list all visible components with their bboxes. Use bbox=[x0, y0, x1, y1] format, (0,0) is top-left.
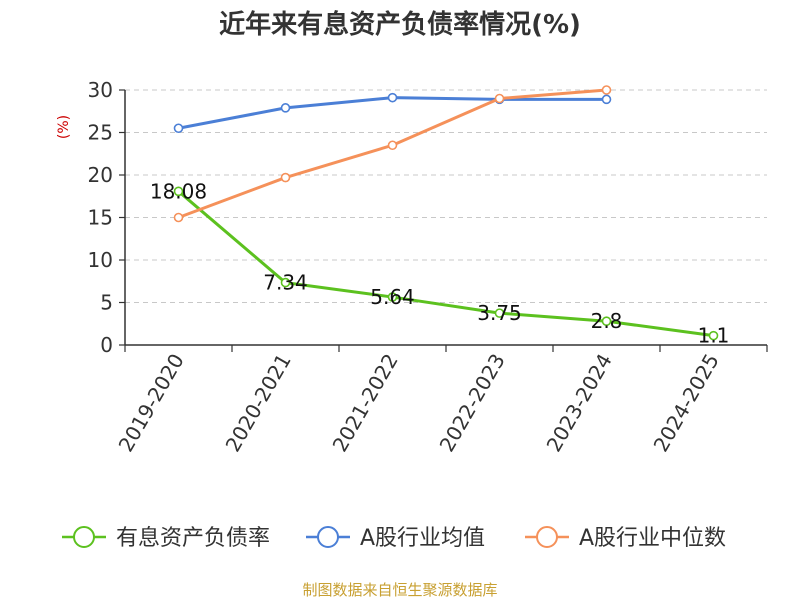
y-tick-label: 20 bbox=[88, 163, 113, 187]
series-point bbox=[601, 316, 612, 327]
x-tick-label: 2024-2025 bbox=[649, 350, 724, 456]
y-axis-label: (%) bbox=[56, 115, 72, 139]
series-point bbox=[280, 277, 291, 288]
series-point bbox=[601, 85, 612, 95]
chart-title: 近年来有息资产负债率情况(%) bbox=[219, 9, 581, 40]
source-note: 制图数据来自恒生聚源数据库 bbox=[302, 581, 497, 599]
series-point bbox=[708, 330, 719, 341]
data-label: 7.34 bbox=[263, 271, 308, 295]
y-tick-label: 0 bbox=[100, 333, 113, 357]
y-tick-label: 15 bbox=[88, 206, 113, 230]
y-tick-label: 25 bbox=[88, 121, 113, 145]
x-tick-label: 2020-2021 bbox=[221, 350, 296, 456]
legend-swatch-marker bbox=[317, 526, 339, 548]
legend-item: A股行业均值 bbox=[306, 526, 485, 551]
x-tick-label: 2021-2022 bbox=[328, 350, 403, 456]
data-labels: 18.08 7.34 5.64 3.75 2.8 1.1 bbox=[150, 179, 730, 347]
y-tick-label: 10 bbox=[88, 248, 113, 272]
x-tick-label: 2022-2023 bbox=[435, 350, 510, 456]
axes: 0 5 10 15 20 25 30 2019-2020 2020-2021 2021-2022 2… bbox=[88, 78, 768, 456]
series-line bbox=[177, 88, 607, 219]
legend-label: A股行业均值 bbox=[360, 526, 485, 551]
series-point bbox=[173, 186, 184, 197]
series bbox=[173, 85, 719, 341]
data-label: 5.64 bbox=[370, 285, 415, 309]
series-line bbox=[177, 190, 714, 338]
series-point bbox=[494, 308, 505, 318]
data-label: 2.8 bbox=[591, 309, 623, 333]
legend-item: 有息资产负债率 bbox=[62, 526, 270, 551]
series-point bbox=[387, 140, 398, 151]
series-point bbox=[387, 292, 398, 302]
legend-label: 有息资产负债率 bbox=[116, 526, 270, 551]
x-tick-label: 2019-2020 bbox=[114, 350, 189, 456]
data-label: 1.1 bbox=[698, 324, 730, 348]
legend-swatch-marker bbox=[73, 526, 95, 548]
series-point bbox=[173, 212, 184, 223]
y-tick-label: 30 bbox=[88, 78, 113, 102]
series-point bbox=[280, 172, 291, 183]
series-point bbox=[601, 94, 612, 105]
grid bbox=[125, 89, 767, 303]
data-label: 3.75 bbox=[477, 301, 522, 325]
series-point bbox=[387, 92, 398, 103]
data-label: 18.08 bbox=[150, 179, 207, 203]
series-point bbox=[280, 103, 291, 113]
legend-label: A股行业中位数 bbox=[579, 526, 726, 551]
legend-item: A股行业中位数 bbox=[525, 526, 726, 551]
series-point bbox=[494, 93, 505, 104]
series-point bbox=[173, 123, 184, 134]
y-tick-label: 5 bbox=[100, 291, 113, 315]
legend: 有息资产负债率 A股行业均值 A股行业中位数 bbox=[62, 526, 726, 551]
x-tick-label: 2023-2024 bbox=[542, 350, 617, 456]
legend-swatch-marker bbox=[536, 526, 558, 548]
